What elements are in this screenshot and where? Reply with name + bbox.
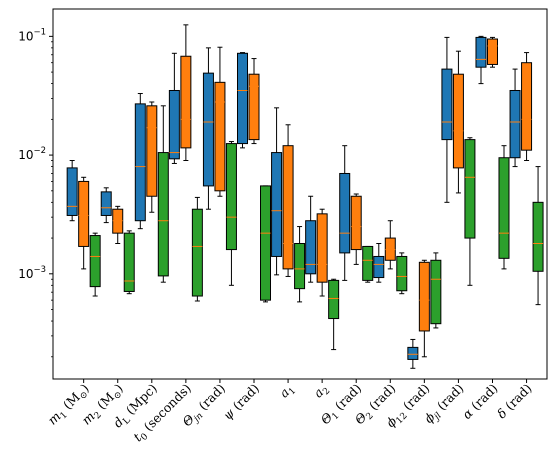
box-iqr (78, 180, 90, 247)
box-series1-cat10 (373, 242, 385, 283)
box-iqr (328, 279, 340, 320)
box-series3-cat11 (430, 252, 442, 329)
box-iqr (89, 235, 101, 288)
y-tick-exponent: −1 (33, 27, 46, 37)
box-series3-cat7 (294, 226, 306, 303)
label-part: 2 (365, 411, 376, 422)
box-iqr (452, 73, 464, 169)
box-series1-cat14 (509, 68, 521, 168)
box-iqr (146, 105, 158, 197)
box-iqr (214, 81, 226, 192)
box-iqr (475, 36, 487, 68)
box-iqr (316, 213, 328, 283)
y-tick-exponent: −3 (33, 265, 46, 275)
box-series2-cat11 (418, 259, 430, 358)
box-series2-cat9 (350, 193, 362, 265)
box-series1-cat9 (339, 145, 351, 281)
box-iqr (66, 167, 78, 216)
box-series1-cat2 (100, 187, 112, 224)
box-iqr (373, 255, 385, 279)
label-part: 1 (330, 411, 341, 422)
y-tick-exponent: −2 (33, 146, 46, 156)
box-series1-cat7 (271, 107, 283, 276)
box-series2-cat1 (78, 176, 90, 270)
box-series3-cat13 (498, 145, 510, 270)
box-iqr (464, 139, 476, 239)
box-iqr (100, 191, 112, 216)
box-series3-cat3 (157, 105, 169, 283)
box-iqr (134, 103, 146, 222)
box-series3-cat1 (89, 232, 101, 297)
box-series1-cat3 (134, 93, 146, 230)
label-part: 1 (59, 410, 70, 421)
box-series1-cat4 (168, 52, 180, 164)
box-series2-cat5 (214, 46, 226, 197)
box-series1-cat12 (441, 36, 453, 203)
plot-frame (52, 8, 548, 380)
box-series1-cat13 (475, 35, 487, 85)
box-series3-cat5 (225, 141, 237, 286)
box-series1-cat11 (407, 338, 419, 369)
box-series3-cat12 (464, 137, 476, 286)
box-iqr (396, 255, 408, 292)
box-series1-cat6 (237, 52, 249, 149)
box-iqr (260, 185, 272, 301)
box-iqr (339, 172, 351, 254)
box-iqr (123, 232, 135, 292)
box-iqr (294, 242, 306, 290)
box-series3-cat9 (362, 245, 374, 283)
box-iqr (248, 73, 260, 141)
box-series2-cat10 (384, 220, 396, 270)
box-iqr (498, 157, 510, 259)
box-iqr (430, 259, 442, 325)
box-series2-cat3 (146, 101, 158, 213)
box-iqr (225, 143, 237, 251)
box-iqr (180, 55, 192, 149)
label-part: 2 (93, 410, 104, 421)
box-series2-cat8 (316, 208, 328, 297)
box-series3-cat4 (191, 196, 203, 302)
label-part: L (121, 416, 132, 427)
box-series2-cat14 (521, 52, 533, 162)
label-part: 2 (321, 386, 332, 397)
box-series1-cat5 (202, 47, 214, 210)
box-series3-cat8 (328, 278, 340, 351)
box-series2-cat6 (248, 58, 260, 145)
box-iqr (509, 89, 521, 159)
box-series3-cat14 (532, 166, 544, 306)
box-iqr (168, 89, 180, 160)
box-series2-cat4 (180, 24, 192, 162)
label-part: 1 (287, 386, 298, 397)
box-iqr (362, 245, 374, 281)
box-iqr (532, 201, 544, 272)
box-iqr (282, 145, 294, 270)
box-iqr (305, 220, 317, 275)
box-series1-cat8 (305, 195, 317, 283)
box-series2-cat2 (112, 205, 124, 244)
box-iqr (202, 72, 214, 187)
box-series3-cat10 (396, 252, 408, 295)
box-iqr (271, 152, 283, 257)
y-axis: 10−310−210−1 (18, 27, 53, 358)
box-series2-cat12 (452, 50, 464, 194)
box-series2-cat13 (486, 36, 498, 68)
boxes-layer (66, 24, 544, 369)
box-iqr (237, 52, 249, 145)
box-iqr (157, 152, 169, 277)
label-part: 0 (139, 432, 150, 443)
box-series3-cat6 (260, 185, 272, 303)
box-iqr (418, 261, 430, 332)
box-iqr (191, 208, 203, 297)
box-iqr (486, 38, 498, 65)
box-iqr (521, 62, 533, 151)
box-series3-cat2 (123, 230, 135, 295)
x-category-label-1: m1 (M⊙) (45, 381, 94, 430)
box-iqr (350, 195, 362, 251)
box-iqr (441, 68, 453, 141)
box-series2-cat7 (282, 124, 294, 277)
box-series1-cat1 (66, 160, 78, 222)
box-iqr (407, 346, 419, 360)
